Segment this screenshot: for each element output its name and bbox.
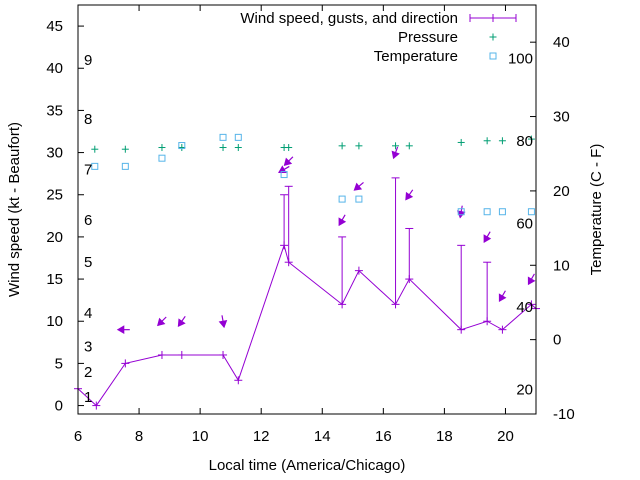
temperature-point xyxy=(158,154,166,162)
fahrenheit-label: 40 xyxy=(516,299,533,316)
wind-direction-arrowhead xyxy=(338,217,347,227)
y2-tick-label: 10 xyxy=(553,257,570,274)
tick-marks xyxy=(77,5,536,415)
plot-series xyxy=(74,133,540,410)
y2-axis-title: Temperature (C - F) xyxy=(588,144,605,276)
y2-tick-label: 30 xyxy=(553,109,570,126)
x-tick-label: 16 xyxy=(375,428,392,445)
axis-labels: 6 8 10 12 14 16 18 20051015202530354045-1001020… xyxy=(6,18,605,474)
x-axis-title: Local time (America/Chicago) xyxy=(209,457,406,474)
beaufort-label: 8 xyxy=(84,111,92,128)
temperature-point xyxy=(178,142,186,150)
legend-pressure-label: Pressure xyxy=(398,29,458,46)
wind-direction-arrowhead xyxy=(283,157,293,166)
y2-tick-label: 0 xyxy=(553,332,561,349)
wind-direction-arrowhead xyxy=(405,191,414,201)
wind-direction-arrowhead xyxy=(498,293,507,302)
y-axis-title: Wind speed (kt - Beaufort) xyxy=(6,122,23,297)
beaufort-label: 2 xyxy=(84,364,92,381)
beaufort-label: 3 xyxy=(84,339,92,356)
y-tick-label: 30 xyxy=(46,145,63,162)
legend: Wind speed, gusts, and direction Pressure… xyxy=(240,10,517,65)
fahrenheit-label: 20 xyxy=(516,381,533,398)
beaufort-label: 1 xyxy=(84,389,92,406)
temperature-point xyxy=(338,195,346,203)
beaufort-label: 9 xyxy=(84,52,92,69)
plot-frame xyxy=(77,4,537,415)
x-tick-label: 6 xyxy=(74,428,82,445)
wind-direction-arrowhead xyxy=(116,325,125,335)
wind-direction-arrowhead xyxy=(177,318,186,327)
y-tick-label: 10 xyxy=(46,313,63,330)
beaufort-label: 4 xyxy=(84,305,92,322)
y2-tick-label: 40 xyxy=(553,34,570,51)
x-tick-label: 12 xyxy=(253,428,270,445)
wind-direction-arrowhead xyxy=(218,319,228,329)
beaufort-label: 6 xyxy=(84,212,92,229)
temperature-point xyxy=(280,171,288,179)
y2-tick-label: 20 xyxy=(553,183,570,200)
temperature-point xyxy=(91,162,99,170)
wind-direction-arrowhead xyxy=(157,317,166,327)
wind-direction-arrowhead xyxy=(353,182,363,191)
temperature-point xyxy=(219,133,227,141)
y-tick-label: 5 xyxy=(55,355,63,372)
y-tick-label: 25 xyxy=(46,187,63,204)
y-tick-label: 45 xyxy=(46,18,63,35)
legend-wind-label: Wind speed, gusts, and direction xyxy=(240,10,458,27)
temperature-point xyxy=(234,133,242,141)
y-tick-label: 20 xyxy=(46,229,63,246)
temperature-point xyxy=(355,195,363,203)
wind-direction-arrowhead xyxy=(527,276,536,286)
legend-temperature-label: Temperature xyxy=(374,48,458,65)
temperature-point xyxy=(527,208,535,216)
wind-direction-arrowhead xyxy=(391,150,400,160)
legend-temperature-marker xyxy=(489,52,497,60)
temperature-point xyxy=(121,162,129,170)
beaufort-label: 5 xyxy=(84,254,92,271)
wind-direction-arrowhead xyxy=(483,234,492,243)
y-tick-label: 15 xyxy=(46,271,63,288)
wind-speed-line xyxy=(77,243,537,407)
beaufort-label: 7 xyxy=(84,161,92,178)
y-tick-label: 40 xyxy=(46,60,63,77)
temperature-point xyxy=(457,208,465,216)
temperature-point xyxy=(483,208,491,216)
fahrenheit-label: 80 xyxy=(516,133,533,150)
temperature-point xyxy=(498,208,506,216)
y-tick-label: 0 xyxy=(55,398,63,415)
y-tick-label: 35 xyxy=(46,102,63,119)
x-tick-label: 20 xyxy=(497,428,514,445)
fahrenheit-label: 60 xyxy=(516,216,533,233)
x-tick-label: 18 xyxy=(436,428,453,445)
fahrenheit-label: 100 xyxy=(508,51,533,68)
x-tick-label: 8 xyxy=(135,428,143,445)
y2-tick-label: -10 xyxy=(553,406,575,423)
x-tick-label: 10 xyxy=(192,428,209,445)
wind-direction-arrowhead xyxy=(278,165,287,173)
x-tick-label: 14 xyxy=(314,428,331,445)
